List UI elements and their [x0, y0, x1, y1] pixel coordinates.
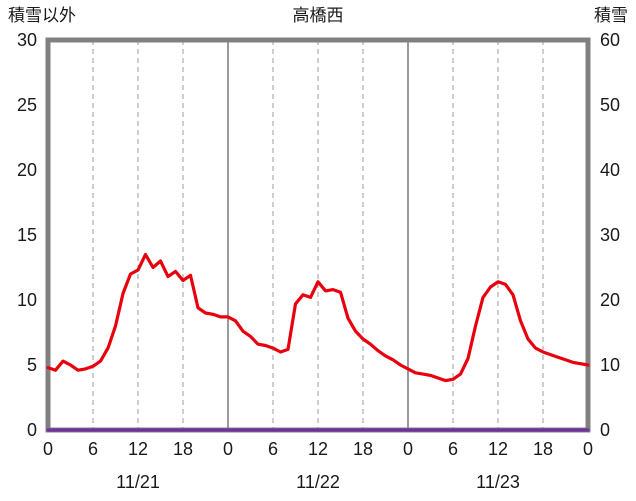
left-axis-title: 積雪以外	[8, 6, 76, 25]
x-axis-hour-label: 12	[308, 439, 328, 459]
x-axis-hour-label: 0	[43, 439, 53, 459]
x-axis-hour-label: 6	[448, 439, 458, 459]
right-axis-tick-label: 50	[600, 95, 620, 115]
left-axis-tick-label: 0	[27, 420, 37, 440]
right-axis-tick-label: 10	[600, 355, 620, 375]
x-axis-hour-label: 18	[533, 439, 553, 459]
data-series	[46, 252, 590, 432]
right-axis-tick-label: 20	[600, 290, 620, 310]
x-axis-hour-label: 0	[583, 439, 593, 459]
left-axis-tick-label: 20	[17, 160, 37, 180]
x-axis-hour-label: 12	[488, 439, 508, 459]
right-axis-tick-label: 30	[600, 225, 620, 245]
chart-title: 高橋西	[293, 6, 344, 25]
left-axis-tick-label: 10	[17, 290, 37, 310]
x-axis-hour-label: 12	[128, 439, 148, 459]
series-line-積雪以外	[46, 252, 590, 383]
left-axis-tick-label: 25	[17, 95, 37, 115]
right-axis-title: 積雪	[594, 6, 628, 25]
x-axis-hour-label: 6	[268, 439, 278, 459]
x-axis-date-label: 11/22	[296, 472, 340, 492]
left-axis-tick-label: 5	[27, 355, 37, 375]
right-axis-tick-label: 0	[600, 420, 610, 440]
left-axis-tick-label: 30	[17, 30, 37, 50]
x-axis-hour-label: 6	[88, 439, 98, 459]
x-axis-date-label: 11/23	[476, 472, 520, 492]
right-axis-tick-label: 40	[600, 160, 620, 180]
x-axis-hour-label: 18	[353, 439, 373, 459]
gridlines	[92, 40, 544, 430]
x-axis-hour-label: 0	[403, 439, 413, 459]
x-axis-date-label: 11/21	[116, 472, 160, 492]
x-axis-hour-label: 18	[173, 439, 193, 459]
right-axis-tick-label: 60	[600, 30, 620, 50]
x-axis-hour-label: 0	[223, 439, 233, 459]
left-axis-tick-label: 15	[17, 225, 37, 245]
